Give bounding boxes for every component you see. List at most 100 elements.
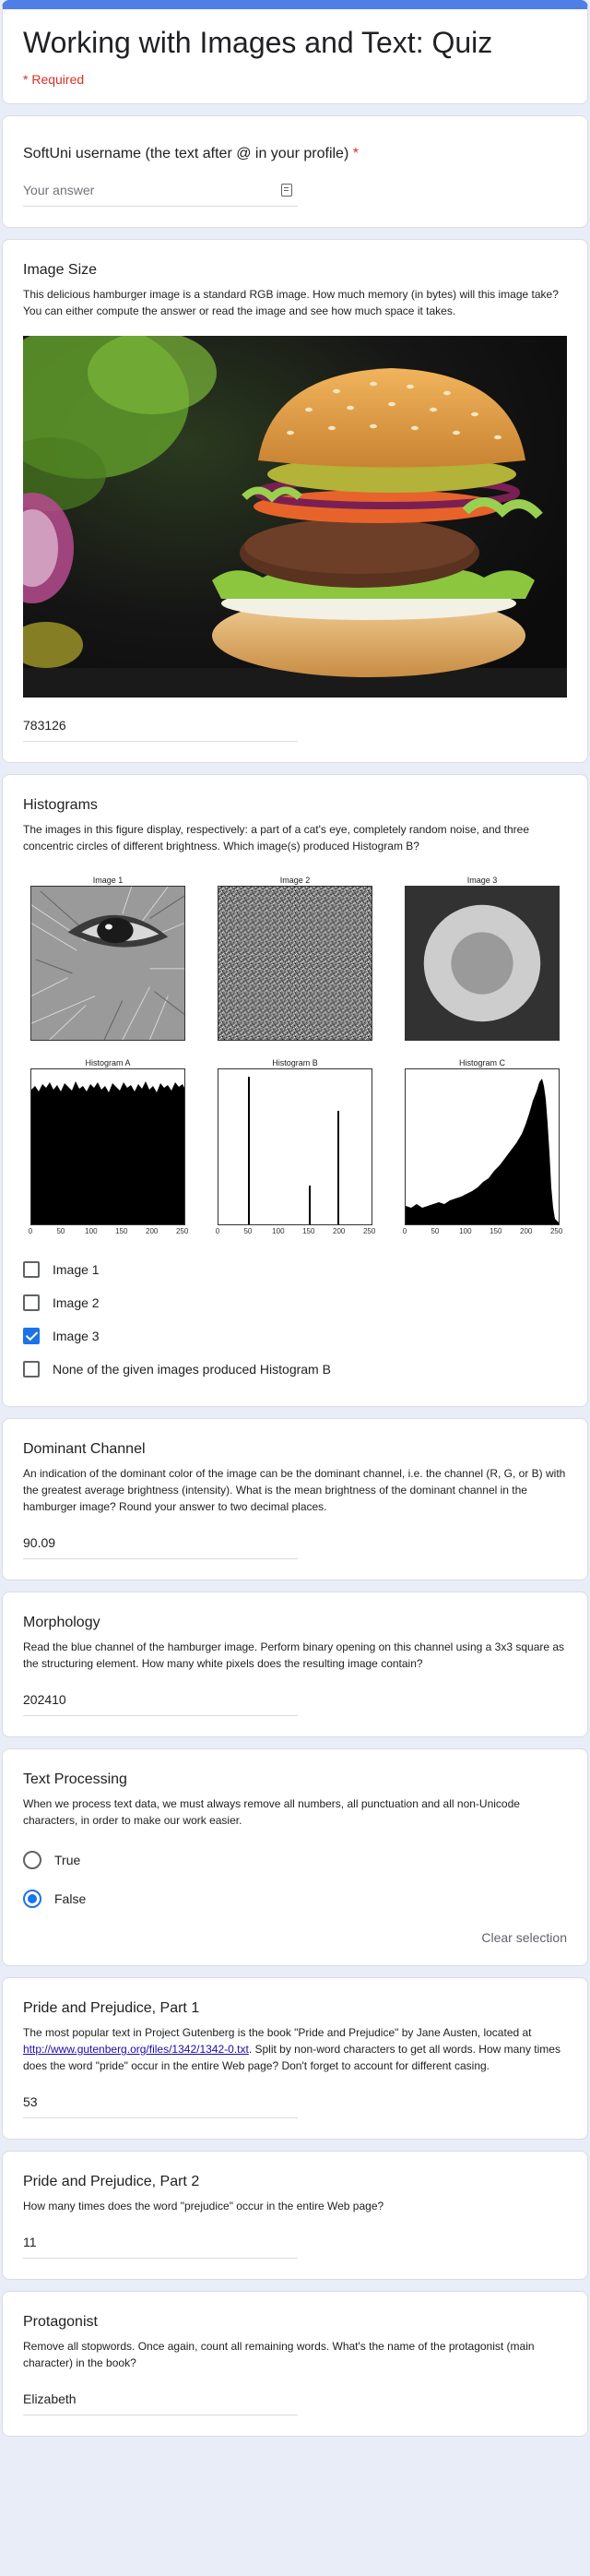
question-image-size: Image Size This delicious hamburger imag… — [2, 239, 588, 763]
image-row: Image 1 — [23, 875, 567, 1041]
option-image-2[interactable]: Image 2 — [23, 1286, 567, 1319]
tick-label: 200 — [333, 1227, 346, 1235]
option-none[interactable]: None of the given images produced Histog… — [23, 1353, 567, 1386]
dominant-channel-answer[interactable]: 90.09 — [23, 1535, 298, 1559]
histogram-a-plot — [30, 1068, 185, 1225]
checkbox[interactable] — [23, 1361, 40, 1377]
gutenberg-link[interactable]: http://www.gutenberg.org/files/1342/1342… — [23, 2043, 249, 2056]
tick-label: 50 — [56, 1227, 65, 1235]
question-description: How many times does the word "prejudice"… — [23, 2200, 384, 2212]
tick-label: 50 — [431, 1227, 440, 1235]
question-dominant-channel: Dominant Channel An indication of the do… — [2, 1418, 588, 1580]
image-size-answer[interactable]: 783126 — [23, 718, 298, 742]
pride-part-2-answer[interactable]: 11 — [23, 2235, 298, 2259]
option-true[interactable]: True — [23, 1842, 567, 1878]
protagonist-answer[interactable]: Elizabeth — [23, 2391, 298, 2415]
figure-histogram-b: Histogram B 0 50 100 150 200 250 — [216, 1057, 376, 1238]
option-false[interactable]: False — [23, 1880, 567, 1917]
required-note: * Required — [23, 72, 85, 87]
question-pride-part-2: Pride and Prejudice, Part 2 How many tim… — [2, 2151, 588, 2280]
username-input[interactable]: Your answer — [23, 183, 298, 207]
noise-image — [218, 886, 372, 1041]
required-star: * — [352, 146, 359, 161]
tick-label: 0 — [402, 1227, 407, 1235]
keyboard-icon[interactable] — [281, 184, 292, 197]
checkbox-checked[interactable] — [23, 1328, 40, 1344]
question-title: SoftUni username (the text after @ in yo… — [23, 144, 567, 164]
tick-label: 150 — [302, 1227, 315, 1235]
figure-image-1: Image 1 — [30, 875, 185, 1041]
option-label: None of the given images produced Histog… — [53, 1362, 331, 1377]
image-1-label: Image 1 — [92, 876, 124, 885]
question-title: Pride and Prejudice, Part 1 — [23, 2000, 200, 2016]
histogram-options: Image 1 Image 2 Image 3 None of the give… — [23, 1253, 567, 1386]
tick-label: 150 — [490, 1227, 502, 1235]
clear-selection-button[interactable]: Clear selection — [481, 1930, 567, 1945]
option-label: Image 3 — [53, 1329, 100, 1343]
question-description: The most popular text in Project Gutenbe… — [23, 2024, 567, 2074]
question-description: When we process text data, we must alway… — [23, 1797, 520, 1827]
histogram-b-ticks: 0 50 100 150 200 250 — [216, 1225, 376, 1238]
histogram-row: Histogram A 0 50 100 150 200 250 Histogr… — [23, 1057, 567, 1238]
option-image-1[interactable]: Image 1 — [23, 1253, 567, 1286]
tick-label: 100 — [85, 1227, 98, 1235]
tick-label: 0 — [28, 1227, 33, 1235]
form-title: Working with Images and Text: Quiz — [23, 26, 493, 59]
checkbox[interactable] — [23, 1261, 40, 1278]
option-label: Image 1 — [53, 1262, 100, 1277]
question-description: The images in this figure display, respe… — [23, 823, 530, 853]
figure-image-2: Image 2 — [218, 875, 372, 1041]
question-title: Image Size — [23, 262, 98, 278]
question-title: Dominant Channel — [23, 1441, 146, 1457]
hamburger-image — [23, 336, 567, 698]
concentric-circles-image — [405, 886, 560, 1041]
figure-histogram-c: Histogram C 0 50 100 150 200 250 — [402, 1057, 563, 1238]
question-text-processing: Text Processing When we process text dat… — [2, 1748, 588, 1966]
histogram-c-label: Histogram C — [458, 1058, 505, 1067]
image-2-label: Image 2 — [279, 876, 311, 885]
morphology-answer[interactable]: 202410 — [23, 1692, 298, 1716]
question-title: Pride and Prejudice, Part 2 — [23, 2174, 200, 2189]
question-title: Histograms — [23, 797, 98, 813]
figure-image-3: Image 3 — [405, 875, 560, 1041]
radio-button-selected[interactable] — [23, 1890, 41, 1908]
histogram-c-plot — [405, 1068, 560, 1225]
question-histograms: Histograms The images in this figure dis… — [2, 774, 588, 1407]
question-title: Morphology — [23, 1615, 100, 1630]
image-3-label: Image 3 — [466, 876, 498, 885]
tick-label: 250 — [549, 1227, 563, 1235]
option-label: True — [54, 1853, 81, 1867]
question-description: Read the blue channel of the hamburger i… — [23, 1640, 565, 1670]
question-title: Protagonist — [23, 2314, 98, 2330]
description-text: The most popular text in Project Gutenbe… — [23, 2026, 532, 2039]
question-description: This delicious hamburger image is a stan… — [23, 288, 559, 317]
option-label: False — [54, 1891, 87, 1906]
figure-histogram-a: Histogram A 0 50 100 150 200 250 — [28, 1057, 189, 1238]
histogram-b-label: Histogram B — [272, 1058, 318, 1067]
tick-label: 100 — [459, 1227, 472, 1235]
tick-label: 200 — [146, 1227, 159, 1235]
question-morphology: Morphology Read the blue channel of the … — [2, 1592, 588, 1737]
question-pride-part-1: Pride and Prejudice, Part 1 The most pop… — [2, 1977, 588, 2140]
option-image-3[interactable]: Image 3 — [23, 1319, 567, 1353]
question-protagonist: Protagonist Remove all stopwords. Once a… — [2, 2291, 588, 2437]
histogram-a-label: Histogram A — [85, 1058, 131, 1067]
username-placeholder: Your answer — [23, 183, 95, 197]
tick-label: 50 — [243, 1227, 253, 1235]
option-label: Image 2 — [53, 1295, 100, 1310]
radio-button[interactable] — [23, 1851, 41, 1869]
text-processing-options: True False — [23, 1842, 567, 1917]
question-description: Remove all stopwords. Once again, count … — [23, 2340, 535, 2369]
histogram-c-ticks: 0 50 100 150 200 250 — [402, 1225, 563, 1238]
tick-label: 250 — [362, 1227, 376, 1235]
description-text: . Split by non-word characters to get al… — [23, 2043, 560, 2072]
cat-eye-image — [30, 886, 185, 1041]
tick-label: 250 — [175, 1227, 189, 1235]
question-username: SoftUni username (the text after @ in yo… — [2, 115, 588, 228]
question-title-text: SoftUni username (the text after @ in yo… — [23, 146, 349, 161]
pride-part-1-answer[interactable]: 53 — [23, 2094, 298, 2118]
checkbox[interactable] — [23, 1294, 40, 1311]
histogram-a-ticks: 0 50 100 150 200 250 — [28, 1225, 189, 1238]
tick-label: 200 — [520, 1227, 533, 1235]
question-title: Text Processing — [23, 1771, 127, 1787]
